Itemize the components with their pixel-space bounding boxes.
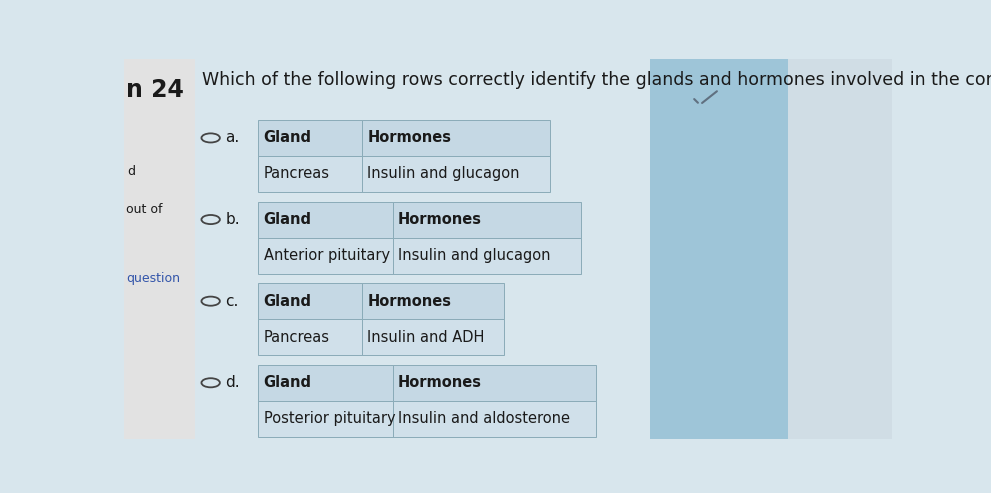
Text: Posterior pituitary: Posterior pituitary (264, 411, 395, 426)
Text: n 24: n 24 (126, 78, 184, 102)
Text: Gland: Gland (264, 131, 311, 145)
Bar (788, 59, 892, 439)
Text: Hormones: Hormones (368, 131, 451, 145)
Text: Gland: Gland (264, 294, 311, 309)
Text: out of: out of (126, 204, 163, 216)
Bar (362, 120, 550, 156)
Bar (259, 120, 362, 156)
Bar (362, 283, 504, 319)
Text: question: question (126, 272, 180, 285)
Text: d.: d. (225, 375, 240, 390)
Bar (259, 202, 392, 238)
Text: Pancreas: Pancreas (264, 167, 330, 181)
Bar (362, 156, 550, 192)
Text: Hormones: Hormones (398, 375, 482, 390)
Text: Which of the following rows correctly identify the glands and hormones involved : Which of the following rows correctly id… (202, 70, 991, 89)
Bar (259, 401, 392, 437)
Text: Insulin and glucagon: Insulin and glucagon (368, 167, 520, 181)
Text: Hormones: Hormones (398, 212, 482, 227)
Bar (650, 59, 788, 439)
Text: Insulin and ADH: Insulin and ADH (368, 330, 485, 345)
Bar (259, 238, 392, 274)
Bar (259, 156, 362, 192)
Bar (392, 401, 597, 437)
Bar (259, 365, 392, 401)
Text: Insulin and glucagon: Insulin and glucagon (398, 248, 551, 263)
Text: d: d (128, 166, 136, 178)
Text: Gland: Gland (264, 212, 311, 227)
Text: a.: a. (225, 131, 240, 145)
Bar (362, 319, 504, 355)
Text: Pancreas: Pancreas (264, 330, 330, 345)
Bar (392, 202, 581, 238)
Text: Anterior pituitary: Anterior pituitary (264, 248, 389, 263)
Text: Hormones: Hormones (368, 294, 451, 309)
Text: c.: c. (225, 294, 239, 309)
Text: Insulin and aldosterone: Insulin and aldosterone (398, 411, 570, 426)
Text: b.: b. (225, 212, 240, 227)
Bar (259, 283, 362, 319)
Bar (124, 59, 194, 439)
Bar (392, 365, 597, 401)
Text: Gland: Gland (264, 375, 311, 390)
Bar (259, 319, 362, 355)
Bar (392, 238, 581, 274)
